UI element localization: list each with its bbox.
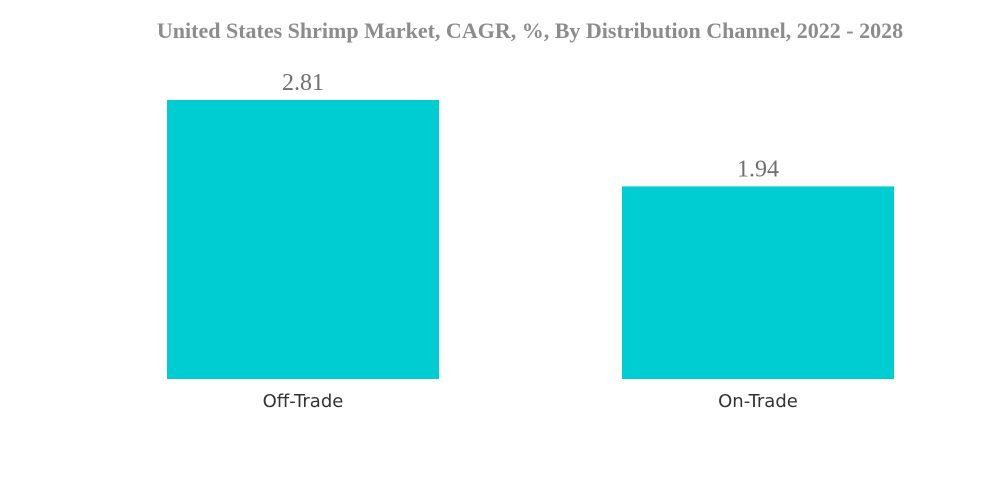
category-label-off-trade: Off-Trade (263, 391, 344, 412)
value-label-off-trade: 2.81 (282, 70, 324, 96)
bar-off-trade (167, 100, 439, 379)
chart-title: United States Shrimp Market, CAGR, %, By… (157, 18, 903, 43)
category-label-on-trade: On-Trade (718, 391, 798, 412)
labels-layer: 2.81 Off-Trade 1.94 On-Trade (263, 70, 798, 412)
bars-layer (167, 100, 894, 379)
value-label-on-trade: 1.94 (737, 156, 779, 182)
bar-on-trade (622, 186, 894, 379)
